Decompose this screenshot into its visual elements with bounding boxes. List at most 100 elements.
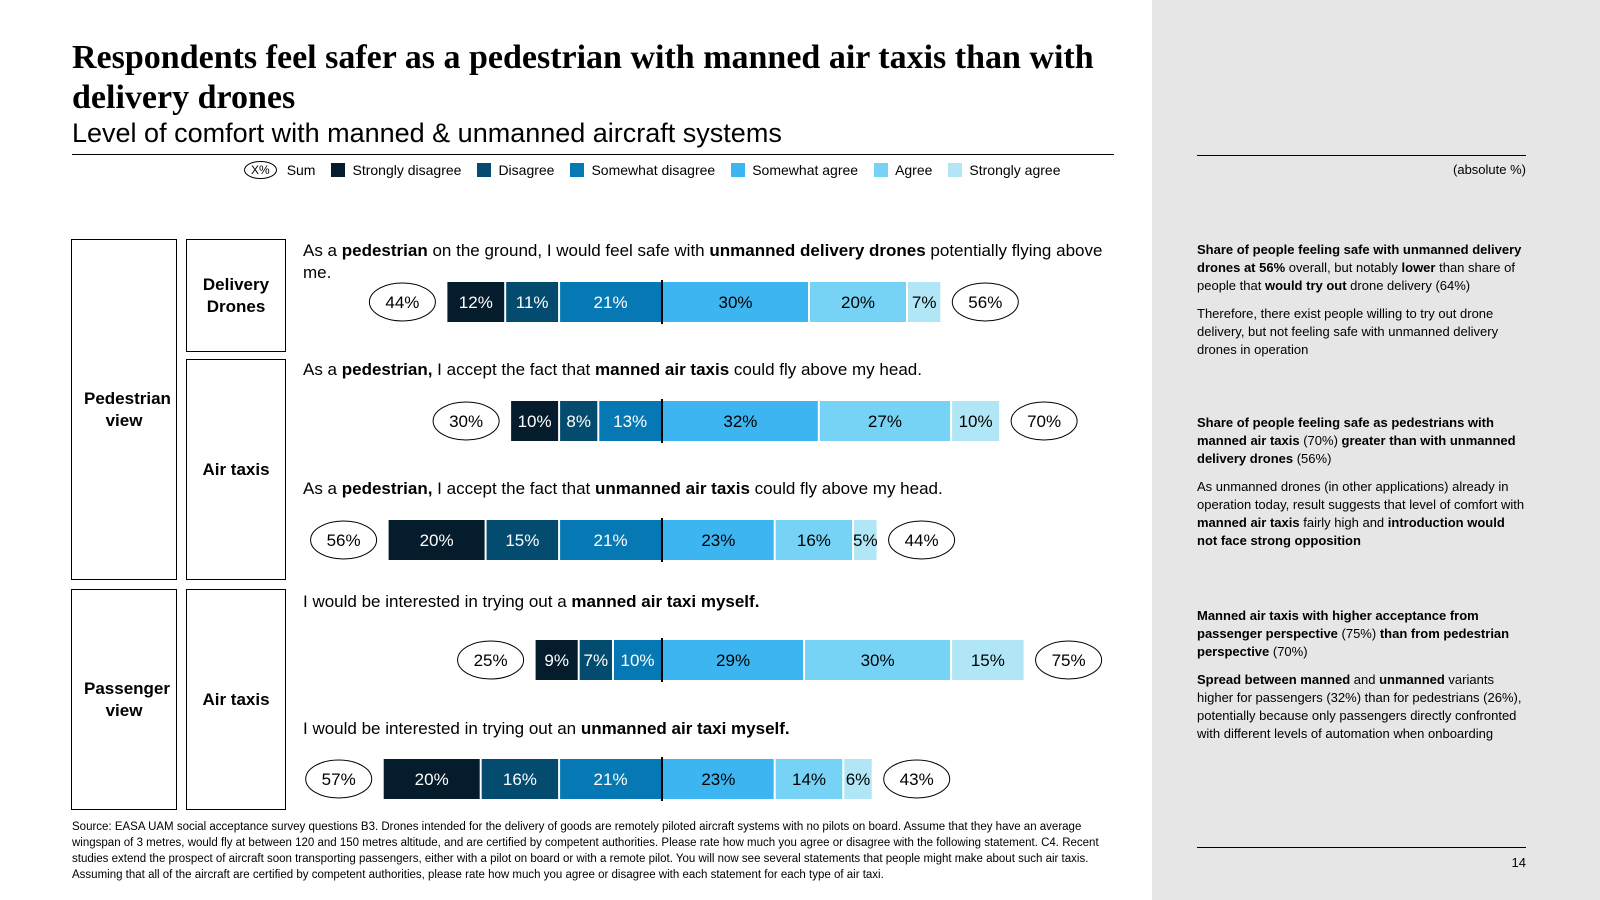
bar-segment-somewhat-disagree (599, 401, 661, 441)
svg-text:44%: 44% (385, 293, 419, 312)
sum-agree-oval: 75% (1035, 640, 1103, 680)
bar-segment-somewhat-disagree (560, 282, 661, 322)
sum-disagree-oval: 56% (310, 520, 378, 560)
statement-4: I would be interested in trying out a ma… (303, 592, 760, 611)
svg-text:44%: 44% (905, 531, 939, 550)
sum-disagree-oval: 44% (368, 282, 436, 322)
bar-label-somewhat-disagree: 21% (594, 293, 628, 312)
sum-disagree-oval: 30% (432, 401, 500, 441)
bar-segment-strongly-disagree (447, 282, 505, 322)
svg-text:30%: 30% (449, 412, 483, 431)
bar-segment-strongly-disagree (511, 401, 559, 441)
bar-segment-somewhat-disagree (614, 640, 661, 680)
svg-text:70%: 70% (1027, 412, 1061, 431)
legend-item-somewhat-disagree: Somewhat disagree (570, 162, 715, 178)
bar-label-somewhat-agree: 23% (701, 531, 735, 550)
bar-label-strongly-disagree: 20% (415, 770, 449, 789)
legend-swatch (948, 163, 963, 177)
legend-swatch (731, 163, 746, 177)
legend-item-disagree: Disagree (477, 162, 554, 178)
bar-label-strongly-disagree: 12% (459, 293, 493, 312)
bar-row-1: 12% 11% 21% 30% 20% 7% (447, 282, 941, 322)
legend-swatch (331, 163, 346, 177)
delivery-drones-box: Delivery Drones (186, 239, 286, 352)
bar-label-somewhat-agree: 30% (718, 293, 752, 312)
bar-label-strongly-agree: 10% (959, 412, 993, 431)
bar-label-somewhat-agree: 23% (701, 770, 735, 789)
right-panel (1152, 0, 1600, 900)
sum-disagree-oval: 25% (457, 640, 525, 680)
bar-label-somewhat-disagree: 10% (620, 651, 654, 670)
bar-segment-somewhat-agree (663, 759, 774, 799)
legend-item-strongly-agree: Strongly agree (948, 162, 1060, 178)
bar-segment-strongly-agree (952, 640, 1024, 680)
sum-agree-oval: 44% (888, 520, 956, 560)
page-number: 14 (1511, 855, 1526, 870)
right-top-divider (1197, 155, 1526, 156)
statement-1: As a pedestrian on the ground, I would f… (303, 241, 1103, 282)
bar-label-disagree: 16% (503, 770, 537, 789)
svg-text:56%: 56% (968, 293, 1002, 312)
note-block-2: Share of people feeling safe as pedestri… (1197, 415, 1525, 548)
svg-text:57%: 57% (322, 770, 356, 789)
bar-label-agree: 30% (861, 651, 895, 670)
bar-segment-strongly-agree (854, 520, 877, 560)
statement-5: I would be interested in trying out an u… (303, 719, 790, 738)
passenger-view-box: Passenger view (71, 589, 177, 810)
bar-segment-agree (819, 401, 951, 441)
svg-text:25%: 25% (474, 651, 508, 670)
bar-label-disagree: 15% (505, 531, 539, 550)
sum-agree-oval: 43% (883, 759, 951, 799)
air-taxis-pedestrian-box: Air taxis (186, 359, 286, 580)
bar-segment-somewhat-agree (663, 520, 774, 560)
pedestrian-view-box: Pedestrian view (71, 239, 177, 580)
bar-segment-disagree (481, 759, 559, 799)
bar-label-strongly-disagree: 9% (544, 651, 569, 670)
bar-label-somewhat-disagree: 21% (594, 770, 628, 789)
page-title: Respondents feel safer as a pedestrian w… (72, 39, 1094, 116)
legend-item-agree: Agree (874, 162, 932, 178)
source-note: Source: EASA UAM social acceptance surve… (72, 821, 1099, 881)
legend-item-strongly-disagree: Strongly disagree (331, 162, 461, 178)
bar-segment-disagree (560, 401, 598, 441)
bar-segment-agree (775, 759, 843, 799)
bar-row-2: 10% 8% 13% 32% 27% 10% (511, 401, 1000, 441)
bar-label-somewhat-agree: 29% (716, 651, 750, 670)
note-block-3: Manned air taxis with higher acceptance … (1197, 608, 1522, 741)
diverging-bar-chart: 12% 11% 21% 30% 20% 7%44% 56%10% 8% 13% 32% 27% 10%… (305, 280, 1103, 801)
legend-swatch (874, 163, 889, 177)
bar-label-agree: 27% (868, 412, 902, 431)
bar-segment-strongly-disagree (383, 759, 480, 799)
bar-segment-disagree (506, 282, 559, 322)
bar-label-somewhat-agree: 32% (723, 412, 757, 431)
bar-label-strongly-disagree: 20% (420, 531, 454, 550)
sum-disagree-oval: 57% (305, 759, 373, 799)
bar-row-4: 9% 7% 10% 29% 30% 15% (535, 640, 1024, 680)
sum-agree-oval: 56% (951, 282, 1019, 322)
bar-row-5: 20% 16% 21% 23% 14% 6% (383, 759, 872, 799)
bar-segment-strongly-disagree (388, 520, 485, 560)
bar-label-strongly-agree: 6% (846, 770, 871, 789)
absolute-percent-label: (absolute %) (1453, 162, 1526, 177)
legend-swatch (570, 163, 585, 177)
bar-segment-agree (810, 282, 906, 322)
bar-segment-somewhat-agree (663, 640, 804, 680)
bar-segment-strongly-agree (908, 282, 941, 322)
bar-label-disagree: 8% (566, 412, 591, 431)
svg-text:75%: 75% (1052, 651, 1086, 670)
bar-segment-strongly-agree (844, 759, 872, 799)
bar-label-disagree: 11% (516, 293, 549, 312)
right-bottom-divider (1197, 847, 1526, 848)
bar-label-strongly-disagree: 10% (518, 412, 552, 431)
chart-legend: X% Sum Strongly disagree Disagree Somewh… (244, 159, 1114, 181)
bar-label-somewhat-disagree: 21% (594, 531, 628, 550)
title-divider (72, 154, 1114, 155)
statement-3: As a pedestrian, I accept the fact that … (303, 479, 943, 498)
bar-row-3: 20% 15% 21% 23% 16% 5% (388, 520, 878, 560)
bar-label-strongly-agree: 7% (912, 293, 937, 312)
bar-segment-agree (805, 640, 951, 680)
legend-item-somewhat-agree: Somewhat agree (731, 162, 858, 178)
sum-agree-oval: 70% (1010, 401, 1078, 441)
legend-sum-symbol: X% (244, 161, 277, 179)
svg-text:56%: 56% (327, 531, 361, 550)
